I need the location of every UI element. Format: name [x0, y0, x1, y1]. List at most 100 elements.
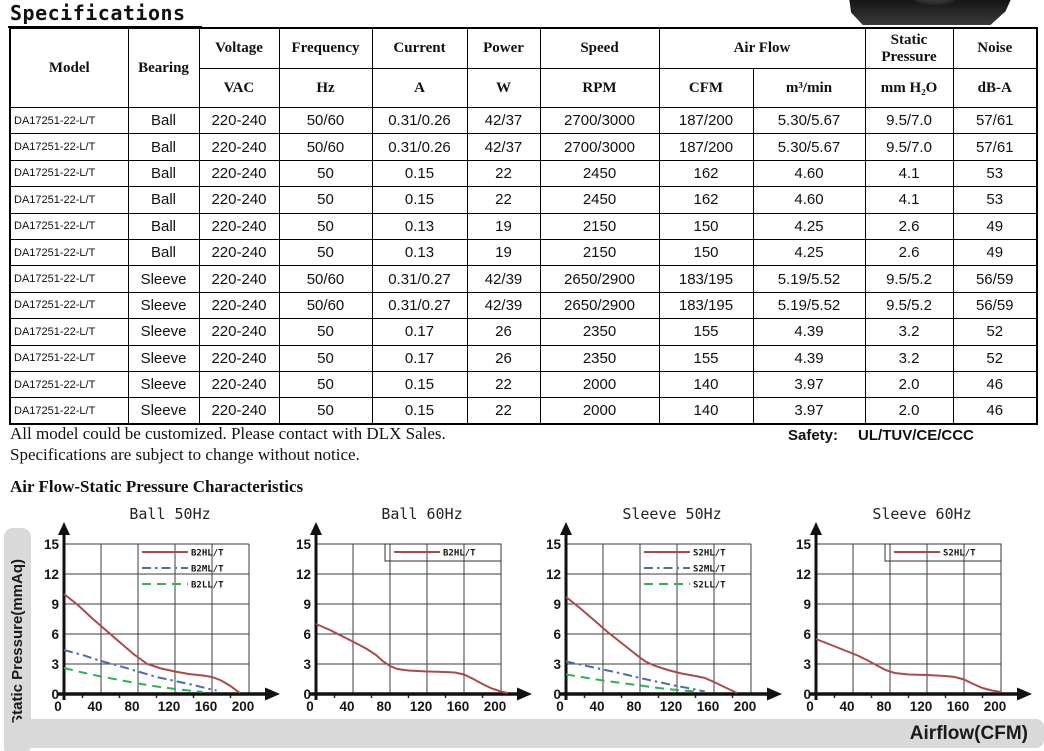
series-B2HL/T [315, 623, 508, 694]
table-cell: 220-240 [198, 212, 280, 240]
table-cell: 220-240 [198, 344, 280, 372]
fan-hub [909, 0, 960, 5]
svg-text:200: 200 [984, 699, 1007, 714]
svg-text:0: 0 [553, 687, 561, 702]
table-cell: Ball [127, 238, 200, 267]
svg-text:3: 3 [553, 657, 561, 672]
table-cell: Sleeve [127, 291, 200, 320]
chart-canvas: 0 3 6 9 12 15 0 40 80 120 160 200 S2HL/T S2ML/T S2LL/T [546, 522, 782, 714]
table-cell: 9.5/5.2 [864, 265, 954, 293]
table-cell: 2350 [539, 318, 660, 346]
table-cell: 5.19/5.52 [752, 265, 866, 293]
table-cell: 50 [278, 318, 373, 346]
table-cell: 50 [278, 212, 373, 240]
svg-text:3: 3 [51, 657, 59, 672]
svg-text:0: 0 [306, 699, 314, 714]
table-cell: 4.39 [752, 344, 866, 372]
table-cell: 3.2 [864, 344, 954, 372]
table-cell: 220-240 [198, 291, 280, 320]
table-cell: Ball [127, 106, 200, 135]
table-cell: 3.97 [752, 370, 866, 399]
table-cell: DA17251-22-L/T [9, 106, 129, 135]
x-axis-label: Airflow(CFM) [909, 723, 1028, 744]
table-cell: 155 [658, 344, 754, 372]
table-cell: 4.60 [752, 159, 866, 188]
x-axis-label-bar: Airflow(CFM) [12, 719, 1044, 748]
table-cell: 140 [658, 370, 754, 399]
table-cell: 22 [466, 159, 541, 188]
svg-text:6: 6 [51, 627, 59, 642]
svg-text:15: 15 [796, 537, 812, 552]
table-cell: 2.0 [864, 397, 954, 425]
table-cell: 42/39 [466, 265, 541, 293]
table-cell: 183/195 [658, 265, 754, 293]
table-cell: 4.39 [752, 318, 866, 346]
footnote-line1: All model could be customized. Please co… [10, 424, 446, 443]
svg-text:9: 9 [303, 597, 311, 612]
table-row: DA17251-22-L/T Sleeve 220-240 50 0.17 26 2350 1… [9, 344, 1038, 372]
table-row: DA17251-22-L/T Ball 220-240 50 0.13 19 2150 150… [9, 212, 1038, 240]
svg-text:6: 6 [553, 627, 561, 642]
svg-text:80: 80 [376, 699, 391, 714]
unit-vac: VAC [198, 68, 280, 108]
table-header: Model Bearing Voltage Frequency Current … [9, 27, 1038, 108]
table-row: DA17251-22-L/T Sleeve 220-240 50 0.17 26 2350 1… [9, 318, 1038, 346]
svg-text:200: 200 [484, 699, 507, 714]
table-cell: 2350 [539, 344, 660, 372]
table-cell: Ball [127, 159, 200, 188]
table-cell: DA17251-22-L/T [9, 133, 129, 161]
table-cell: 9.5/7.0 [864, 133, 954, 161]
series-S2ML/T [565, 660, 706, 693]
table-cell: 19 [466, 212, 541, 240]
table-cell: DA17251-22-L/T [9, 318, 129, 346]
series-B2LL/T [63, 667, 203, 693]
svg-text:B2HL/T: B2HL/T [443, 549, 476, 559]
safety-note: Safety: UL/TUV/CE/CCC [788, 427, 974, 444]
svg-text:160: 160 [195, 699, 218, 714]
svg-text:15: 15 [44, 537, 60, 552]
table-cell: 57/61 [952, 133, 1038, 161]
table-cell: 2650/2900 [539, 265, 660, 293]
table-cell: 2700/3000 [539, 133, 660, 161]
table-row: DA17251-22-L/T Sleeve 220-240 50 0.15 22 2000 1… [9, 370, 1038, 399]
chart-canvas: 0 3 6 9 12 15 0 40 80 120 160 200 S2HL/T [796, 522, 1032, 714]
table-cell: 57/61 [952, 106, 1038, 135]
table-cell: 220-240 [198, 186, 280, 214]
table-cell: DA17251-22-L/T [9, 186, 129, 214]
unit-a: A [371, 68, 468, 108]
col-header-airflow: Air Flow [658, 27, 866, 69]
table-cell: 162 [658, 186, 754, 214]
col-header-static-pressure: Static Pressure [864, 27, 954, 69]
chart-title: Sleeve 50Hz [622, 505, 722, 523]
svg-text:9: 9 [553, 597, 561, 612]
svg-text:9: 9 [51, 597, 59, 612]
table-cell: 0.31/0.27 [371, 265, 468, 293]
svg-text:15: 15 [296, 537, 312, 552]
series-S2LL/T [565, 673, 696, 693]
svg-text:S2HL/T: S2HL/T [693, 549, 726, 559]
col-header-frequency: Frequency [278, 27, 373, 69]
unit-cfm: CFM [658, 68, 754, 108]
table-cell: 220-240 [198, 159, 280, 188]
table-cell: 0.15 [371, 397, 468, 425]
svg-text:80: 80 [876, 699, 891, 714]
unit-hz: Hz [278, 68, 373, 108]
table-cell: 42/39 [466, 291, 541, 320]
table-cell: 50/60 [278, 265, 373, 293]
table-cell: 4.1 [864, 186, 954, 214]
unit-rpm: RPM [539, 68, 660, 108]
table-cell: 46 [952, 370, 1038, 399]
table-cell: Sleeve [127, 318, 200, 346]
table-cell: 162 [658, 159, 754, 188]
series-B2HL/T [63, 593, 241, 694]
table-cell: 0.31/0.26 [371, 106, 468, 135]
svg-text:S2HL/T: S2HL/T [943, 549, 976, 559]
table-cell: 49 [952, 212, 1038, 240]
table-cell: DA17251-22-L/T [9, 370, 129, 399]
col-header-model: Model [9, 27, 129, 108]
table-cell: 220-240 [198, 133, 280, 161]
table-cell: 187/200 [658, 106, 754, 135]
table-cell: 42/37 [466, 106, 541, 135]
table-cell: 150 [658, 238, 754, 267]
